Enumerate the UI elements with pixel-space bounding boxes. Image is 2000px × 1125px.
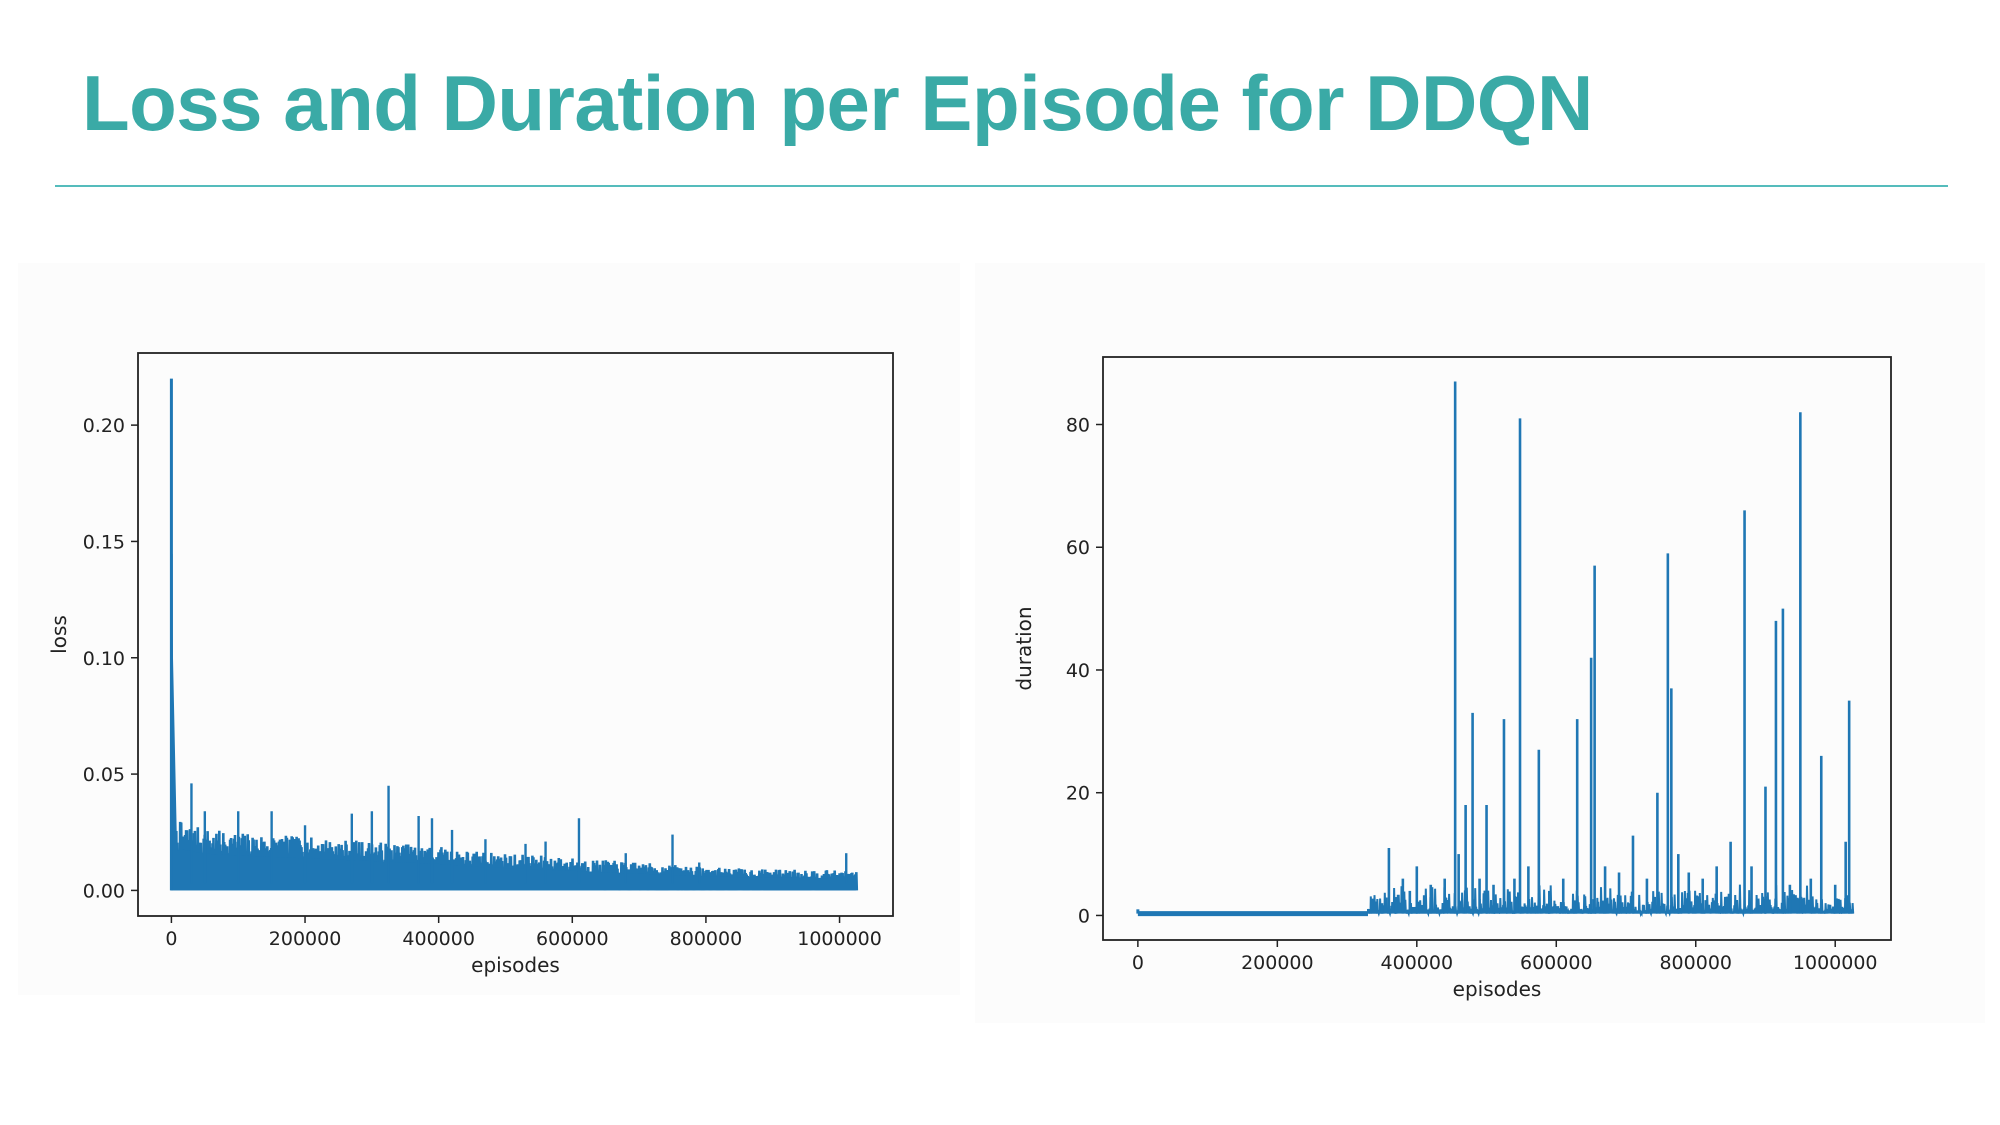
duration-y-tick-label: 0	[1078, 905, 1090, 927]
loss-plot-frame	[137, 352, 894, 917]
loss-x-tick-label: 200000	[269, 928, 342, 950]
duration-x-tick-label: 200000	[1241, 952, 1314, 974]
duration-x-tick-label: 0	[1132, 952, 1144, 974]
loss-x-tick-label: 1000000	[797, 928, 882, 950]
slide-title: Loss and Duration per Episode for DDQN	[82, 59, 1593, 147]
loss-x-tick-label: 400000	[402, 928, 475, 950]
loss-y-axis-label: loss	[47, 615, 71, 654]
duration-noise	[1367, 884, 1855, 918]
duration-x-tick-label: 600000	[1520, 952, 1593, 974]
loss-x-axis: 0 200000 400000 600000 800000 1000000	[165, 916, 882, 950]
duration-x-tick-label: 400000	[1381, 952, 1454, 974]
duration-y-tick-label: 80	[1066, 415, 1090, 437]
loss-y-tick-label: 0.15	[83, 531, 125, 553]
duration-x-axis: 0 200000 400000 600000 800000 1000000	[1132, 940, 1878, 974]
loss-y-axis: 0.00 0.05 0.10 0.15 0.20	[83, 415, 138, 902]
title-divider	[55, 185, 1948, 187]
duration-y-axis-label: duration	[1012, 606, 1036, 690]
loss-chart-panel: 0 200000 400000 600000 800000 1000000 0.00 0.05…	[18, 263, 960, 995]
loss-series-band	[170, 553, 859, 891]
loss-y-tick-label: 0.20	[83, 415, 125, 437]
loss-y-tick-label: 0.05	[83, 764, 125, 786]
loss-y-tick-label: 0.10	[83, 648, 125, 670]
loss-series-core	[171, 583, 857, 891]
loss-chart: 0 200000 400000 600000 800000 1000000 0.00 0.05…	[47, 352, 894, 977]
loss-x-tick-label: 800000	[670, 928, 743, 950]
loss-y-tick-label: 0.00	[83, 880, 125, 902]
duration-chart-panel: 0 200000 400000 600000 800000 1000000 0 20 40 60 8…	[975, 263, 1985, 1023]
duration-y-tick-label: 20	[1066, 783, 1090, 805]
duration-x-tick-label: 800000	[1659, 952, 1732, 974]
loss-x-tick-label: 0	[165, 928, 177, 950]
loss-x-tick-label: 600000	[536, 928, 609, 950]
duration-y-tick-label: 60	[1066, 537, 1090, 559]
duration-plot-frame	[1102, 356, 1892, 941]
duration-chart: 0 200000 400000 600000 800000 1000000 0 20 40 60 8…	[1012, 356, 1892, 1001]
duration-y-axis: 0 20 40 60 80	[1066, 415, 1103, 927]
duration-y-tick-label: 40	[1066, 660, 1090, 682]
duration-x-tick-label: 1000000	[1793, 952, 1878, 974]
duration-x-axis-label: episodes	[1453, 977, 1542, 1001]
loss-x-axis-label: episodes	[471, 953, 560, 977]
